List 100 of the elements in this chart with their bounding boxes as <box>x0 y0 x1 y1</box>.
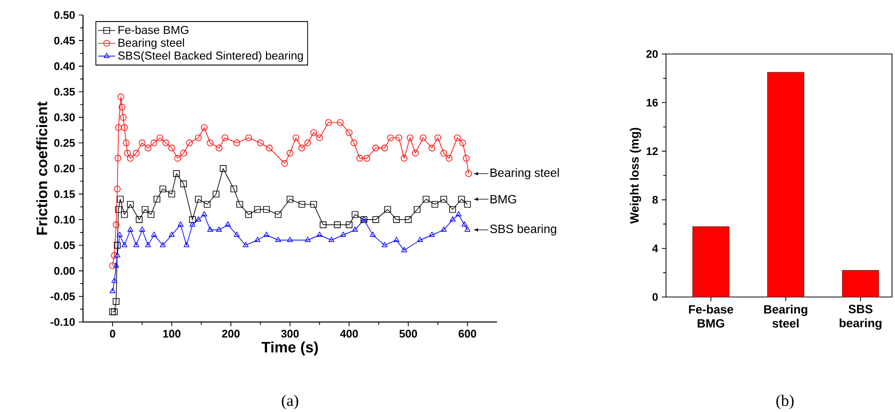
point <box>286 196 294 203</box>
x-tick-label: SBS bearing <box>840 304 882 330</box>
point <box>207 226 214 232</box>
bar <box>842 270 880 297</box>
y-tick-label: 0.30 <box>54 113 75 122</box>
point <box>422 196 430 203</box>
point <box>109 308 116 316</box>
x-tick-label: Bearing steel <box>764 304 808 328</box>
x-tick-label: Fe-base BMG <box>689 304 734 328</box>
y-tick-label: 0.50 <box>54 11 75 19</box>
point <box>139 226 146 232</box>
point <box>116 232 123 237</box>
legend-label: Bearing steel <box>118 38 184 50</box>
point <box>114 252 120 258</box>
point <box>236 200 244 208</box>
point <box>195 216 202 222</box>
x-tick-label: 300 <box>281 330 299 338</box>
point <box>126 200 134 208</box>
point <box>180 180 187 188</box>
point <box>372 216 380 224</box>
point <box>127 226 134 232</box>
y-tick-label: 0 <box>652 293 658 301</box>
point <box>173 170 180 177</box>
y-tick-label: 4 <box>652 244 658 252</box>
point <box>456 211 462 216</box>
point <box>328 236 334 242</box>
point <box>464 226 470 232</box>
point <box>116 196 124 203</box>
point <box>110 288 116 294</box>
point <box>234 232 240 237</box>
point <box>401 247 408 252</box>
y-tick-label: 0.20 <box>54 164 75 172</box>
bar <box>692 226 730 297</box>
point <box>449 206 456 213</box>
point <box>230 186 238 192</box>
y-tick-label: 0.35 <box>54 88 75 96</box>
point <box>432 200 438 208</box>
legend-label: SBS(Steel Backed Sintered) bearing <box>118 51 303 62</box>
x-tick-label: 0 <box>110 330 116 338</box>
point <box>142 206 148 213</box>
point <box>346 221 352 228</box>
x-tick-label: 200 <box>222 330 240 338</box>
point <box>201 211 208 216</box>
point <box>111 278 118 283</box>
y-tick-label: 0.00 <box>54 266 75 275</box>
point <box>145 242 152 248</box>
point <box>242 242 249 248</box>
x-tick-label: 500 <box>399 330 417 338</box>
point <box>462 221 468 227</box>
point <box>428 232 435 237</box>
point <box>245 211 252 218</box>
y-tick-label: 0.10 <box>54 216 75 224</box>
annotation: BMG <box>490 194 516 204</box>
point <box>310 200 318 208</box>
y-axis-title: Friction coefficient <box>36 102 48 235</box>
x-axis-title: Time (s) <box>262 341 318 356</box>
point <box>340 232 346 237</box>
point <box>151 232 157 237</box>
legend-label: Fe-base BMG <box>118 26 188 34</box>
point <box>262 206 270 213</box>
x-tick-label: 400 <box>340 330 358 338</box>
annotation: Bearing steel <box>490 168 559 180</box>
point <box>212 190 220 198</box>
point <box>352 226 358 232</box>
point <box>414 206 421 213</box>
point <box>263 232 270 237</box>
point <box>154 196 160 203</box>
point <box>320 221 326 228</box>
point <box>204 200 211 208</box>
bar <box>767 72 804 297</box>
point <box>316 232 323 237</box>
point <box>334 221 341 228</box>
point <box>394 236 400 242</box>
point <box>370 232 376 237</box>
point <box>254 206 261 213</box>
point <box>121 211 128 218</box>
point <box>189 216 196 224</box>
y-tick-label: 16 <box>646 98 658 106</box>
point <box>404 216 412 224</box>
y-tick-label: 0.15 <box>54 190 75 198</box>
y-tick-label: -0.10 <box>50 318 75 326</box>
point <box>458 196 465 203</box>
y-tick-label: 0.40 <box>54 62 75 70</box>
point <box>168 190 176 198</box>
point <box>184 242 190 248</box>
point <box>275 236 282 242</box>
point <box>352 211 358 218</box>
y-tick-label: 8 <box>652 196 658 204</box>
point <box>112 298 120 305</box>
point <box>393 216 400 224</box>
point <box>382 242 388 248</box>
point <box>254 236 260 242</box>
y-axis-title: Weight loss (mg) <box>630 128 642 224</box>
point <box>121 242 128 248</box>
point <box>178 221 184 227</box>
point <box>384 206 391 213</box>
point <box>274 211 282 218</box>
point <box>111 308 118 316</box>
point <box>136 216 143 224</box>
point <box>168 232 175 237</box>
